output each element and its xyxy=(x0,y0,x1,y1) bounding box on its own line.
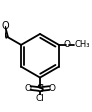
Text: CH₃: CH₃ xyxy=(75,40,90,49)
Text: Cl: Cl xyxy=(36,94,44,103)
Text: O: O xyxy=(48,84,55,93)
Text: O: O xyxy=(64,40,71,49)
Text: O: O xyxy=(25,84,32,93)
Text: O: O xyxy=(1,21,9,31)
Text: S: S xyxy=(36,84,44,94)
